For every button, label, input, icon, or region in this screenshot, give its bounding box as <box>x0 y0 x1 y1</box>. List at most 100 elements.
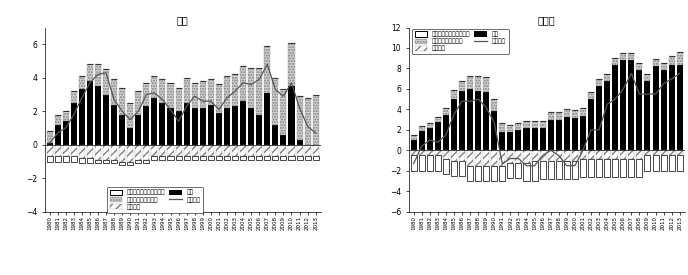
Bar <box>491 111 497 150</box>
Bar <box>240 145 246 156</box>
Bar <box>127 103 133 128</box>
Bar <box>184 78 190 103</box>
Bar <box>427 150 433 155</box>
Bar <box>418 126 424 131</box>
Bar <box>192 156 197 160</box>
Bar <box>604 73 610 81</box>
Bar <box>272 145 279 156</box>
Bar <box>459 161 465 176</box>
Bar <box>216 113 222 145</box>
Bar <box>491 99 497 111</box>
Bar <box>604 81 610 150</box>
Bar <box>459 81 465 91</box>
Bar <box>451 90 457 99</box>
Bar <box>532 150 537 161</box>
Bar <box>499 150 505 166</box>
Bar <box>119 145 125 161</box>
Bar <box>184 145 190 156</box>
Bar <box>200 81 206 108</box>
Bar <box>507 125 513 132</box>
Bar <box>669 150 675 155</box>
Bar <box>160 79 166 103</box>
Bar <box>411 135 417 140</box>
Bar <box>451 161 457 176</box>
Bar <box>645 150 650 155</box>
Legend: 第二次所得（経常移転）, 第一次所得（所得）, サービス, 貿易, 経常収支: 第二次所得（経常移転）, 第一次所得（所得）, サービス, 貿易, 経常収支 <box>411 29 508 54</box>
Bar <box>532 121 537 128</box>
Bar <box>507 132 513 150</box>
Bar <box>87 64 93 81</box>
Bar <box>451 99 457 150</box>
Bar <box>677 65 682 150</box>
Bar <box>588 158 594 177</box>
Bar <box>103 160 109 163</box>
Bar <box>54 156 61 161</box>
Bar <box>435 122 441 150</box>
Bar <box>119 161 125 165</box>
Bar <box>427 128 433 150</box>
Bar <box>515 123 522 130</box>
Bar <box>652 59 658 66</box>
Bar <box>621 53 626 60</box>
Bar <box>660 63 667 70</box>
Bar <box>224 76 230 108</box>
Bar <box>467 166 473 181</box>
Bar <box>264 93 270 145</box>
Bar <box>628 60 634 150</box>
Bar <box>652 150 658 155</box>
Bar <box>71 91 77 103</box>
Bar <box>71 145 77 156</box>
Bar <box>418 155 424 171</box>
Bar <box>515 130 522 150</box>
Bar <box>596 79 602 86</box>
Bar <box>475 166 481 181</box>
Bar <box>645 81 650 150</box>
Bar <box>507 150 513 163</box>
Bar <box>216 156 222 160</box>
Bar <box>645 73 650 81</box>
Bar <box>63 111 69 121</box>
Bar <box>281 135 286 145</box>
Bar <box>491 150 497 166</box>
Bar <box>54 125 61 145</box>
Bar <box>248 108 254 145</box>
Bar <box>95 86 101 145</box>
Bar <box>548 112 554 120</box>
Bar <box>483 166 489 181</box>
Bar <box>563 109 570 117</box>
Bar <box>312 156 319 160</box>
Bar <box>532 128 537 150</box>
Bar <box>103 145 109 160</box>
Bar <box>95 64 101 86</box>
Bar <box>175 111 182 145</box>
Bar <box>224 156 230 160</box>
Bar <box>556 161 562 179</box>
Bar <box>264 46 270 93</box>
Bar <box>556 112 562 120</box>
Bar <box>224 145 230 156</box>
Bar <box>87 145 93 158</box>
Bar <box>539 128 546 150</box>
Bar <box>119 115 125 145</box>
Bar <box>459 150 465 161</box>
Legend: 第二次所得（経常移転）, 第一次所得（所得）, サービス, 貿易, 経常収支: 第二次所得（経常移転）, 第一次所得（所得）, サービス, 貿易, 経常収支 <box>107 187 204 213</box>
Bar <box>612 58 619 65</box>
Bar <box>192 108 197 145</box>
Bar <box>418 150 424 155</box>
Bar <box>604 150 610 158</box>
Bar <box>175 88 182 111</box>
Bar <box>677 52 682 65</box>
Bar <box>411 155 417 171</box>
Bar <box>151 145 158 156</box>
Bar <box>580 150 586 158</box>
Bar <box>660 155 667 171</box>
Bar <box>103 69 109 95</box>
Bar <box>467 89 473 150</box>
Bar <box>588 150 594 158</box>
Bar <box>443 158 449 174</box>
Bar <box>79 145 85 158</box>
Bar <box>596 158 602 177</box>
Bar <box>563 161 570 179</box>
Bar <box>669 56 675 65</box>
Bar <box>483 150 489 166</box>
